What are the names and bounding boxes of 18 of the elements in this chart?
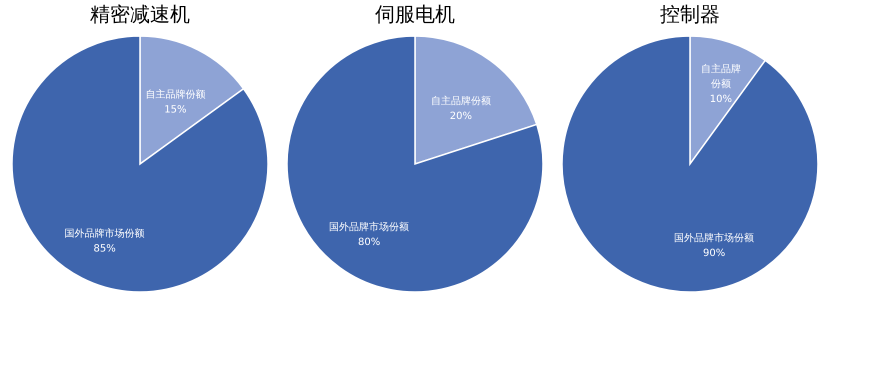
data-label: 90% bbox=[702, 248, 726, 260]
slice-label: 国外品牌市场份额 bbox=[329, 221, 410, 234]
data-label: 15% bbox=[164, 104, 187, 116]
slice-label: 自主品牌份额 bbox=[145, 88, 206, 100]
slice-label: 自主品牌份额 bbox=[430, 94, 491, 107]
slice-label: 国外品牌市场份额 bbox=[674, 232, 754, 244]
data-label: 20% bbox=[450, 110, 472, 122]
pie-slice bbox=[286, 35, 544, 293]
pie-slice bbox=[11, 35, 269, 293]
data-label: 85% bbox=[93, 244, 116, 254]
slice-label: 自主品牌份额 bbox=[700, 62, 741, 90]
pie-slice bbox=[561, 35, 819, 293]
data-label: 80% bbox=[358, 237, 380, 248]
slice-label: 国外品牌市场份额 bbox=[64, 228, 145, 240]
chart-title: 精密减速机 bbox=[90, 2, 190, 26]
data-label: 10% bbox=[710, 94, 732, 105]
chart-title: 控制器 bbox=[660, 2, 720, 26]
chart-title: 伺服电机 bbox=[375, 2, 455, 26]
